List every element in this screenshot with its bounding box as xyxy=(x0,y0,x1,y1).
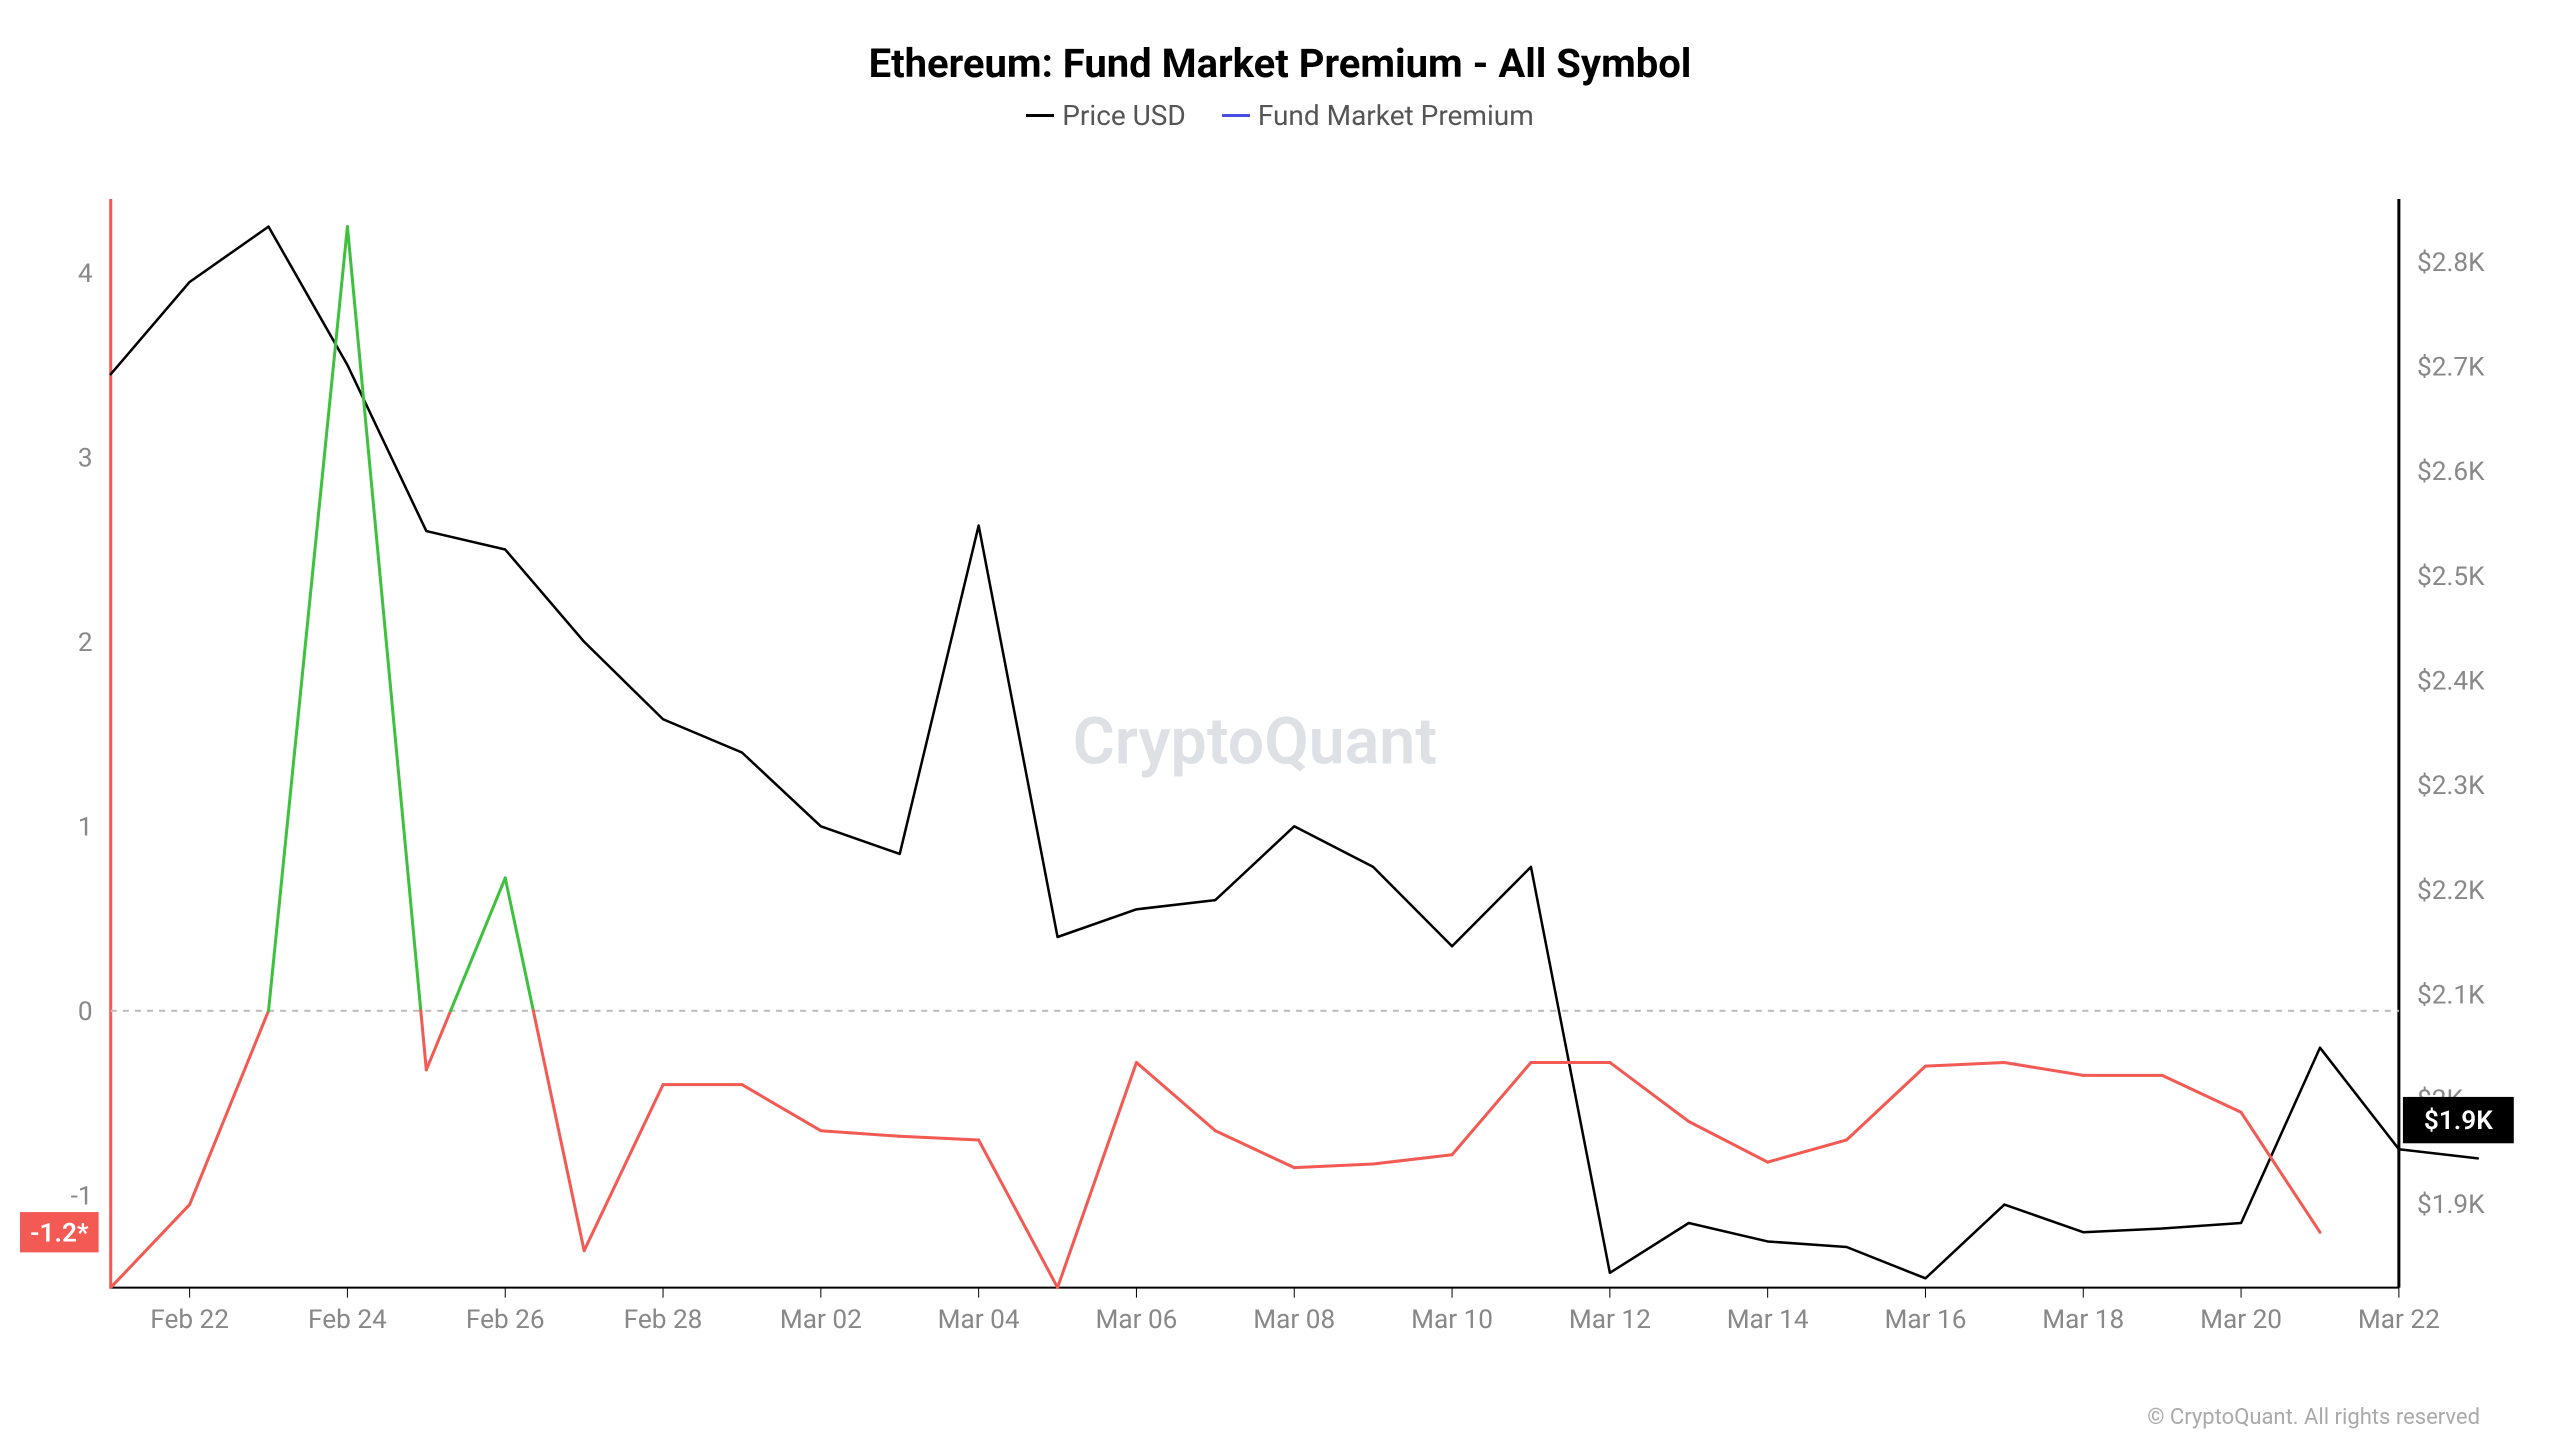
legend-label-premium: Fund Market Premium xyxy=(1258,99,1534,132)
svg-text:$2.2K: $2.2K xyxy=(2417,876,2485,906)
svg-text:$2.6K: $2.6K xyxy=(2417,457,2485,487)
svg-text:$2.1K: $2.1K xyxy=(2417,981,2485,1011)
svg-text:0: 0 xyxy=(78,997,93,1027)
svg-text:-1.2*: -1.2* xyxy=(30,1218,89,1248)
legend-item-price: Price USD xyxy=(1026,99,1186,132)
svg-text:$1.9K: $1.9K xyxy=(2417,1190,2485,1220)
svg-text:3: 3 xyxy=(78,443,93,473)
svg-text:Feb 22: Feb 22 xyxy=(150,1305,229,1335)
chart-title: Ethereum: Fund Market Premium - All Symb… xyxy=(869,40,1692,87)
svg-text:Mar 02: Mar 02 xyxy=(780,1305,862,1335)
legend-item-premium: Fund Market Premium xyxy=(1222,99,1534,132)
legend-swatch-price xyxy=(1026,114,1054,117)
svg-text:Mar 08: Mar 08 xyxy=(1253,1305,1335,1335)
svg-text:Mar 12: Mar 12 xyxy=(1569,1305,1651,1335)
svg-text:Feb 26: Feb 26 xyxy=(466,1305,545,1335)
svg-text:$2.8K: $2.8K xyxy=(2417,248,2485,278)
svg-text:$2.5K: $2.5K xyxy=(2417,562,2485,592)
legend-swatch-premium xyxy=(1222,114,1250,117)
svg-text:Mar 18: Mar 18 xyxy=(2042,1305,2124,1335)
svg-text:2: 2 xyxy=(78,628,93,658)
svg-text:Mar 16: Mar 16 xyxy=(1885,1305,1967,1335)
svg-text:Mar 22: Mar 22 xyxy=(2358,1305,2440,1335)
svg-text:4: 4 xyxy=(78,259,93,289)
chart-area: CryptoQuant-101234-1.2*$1.9K$2K$2.1K$2.2… xyxy=(20,148,2540,1399)
copyright: © CryptoQuant. All rights reserved xyxy=(20,1405,2540,1430)
svg-text:$2.3K: $2.3K xyxy=(2417,771,2485,801)
svg-text:Mar 20: Mar 20 xyxy=(2200,1305,2282,1335)
svg-text:CryptoQuant: CryptoQuant xyxy=(1073,703,1437,779)
svg-text:Mar 14: Mar 14 xyxy=(1727,1305,1809,1335)
legend: Price USD Fund Market Premium xyxy=(1026,99,1534,132)
svg-text:1: 1 xyxy=(78,812,93,842)
chart-svg: CryptoQuant-101234-1.2*$1.9K$2K$2.1K$2.2… xyxy=(20,148,2540,1399)
svg-text:$2.7K: $2.7K xyxy=(2417,352,2485,382)
svg-text:Mar 04: Mar 04 xyxy=(938,1305,1020,1335)
svg-text:-1: -1 xyxy=(71,1181,93,1211)
svg-text:$2.4K: $2.4K xyxy=(2417,667,2485,697)
svg-text:Mar 10: Mar 10 xyxy=(1411,1305,1493,1335)
svg-text:Mar 06: Mar 06 xyxy=(1095,1305,1177,1335)
svg-text:Feb 24: Feb 24 xyxy=(308,1305,387,1335)
legend-label-price: Price USD xyxy=(1062,99,1186,132)
svg-text:$1.9K: $1.9K xyxy=(2424,1106,2493,1136)
svg-text:Feb 28: Feb 28 xyxy=(624,1305,703,1335)
